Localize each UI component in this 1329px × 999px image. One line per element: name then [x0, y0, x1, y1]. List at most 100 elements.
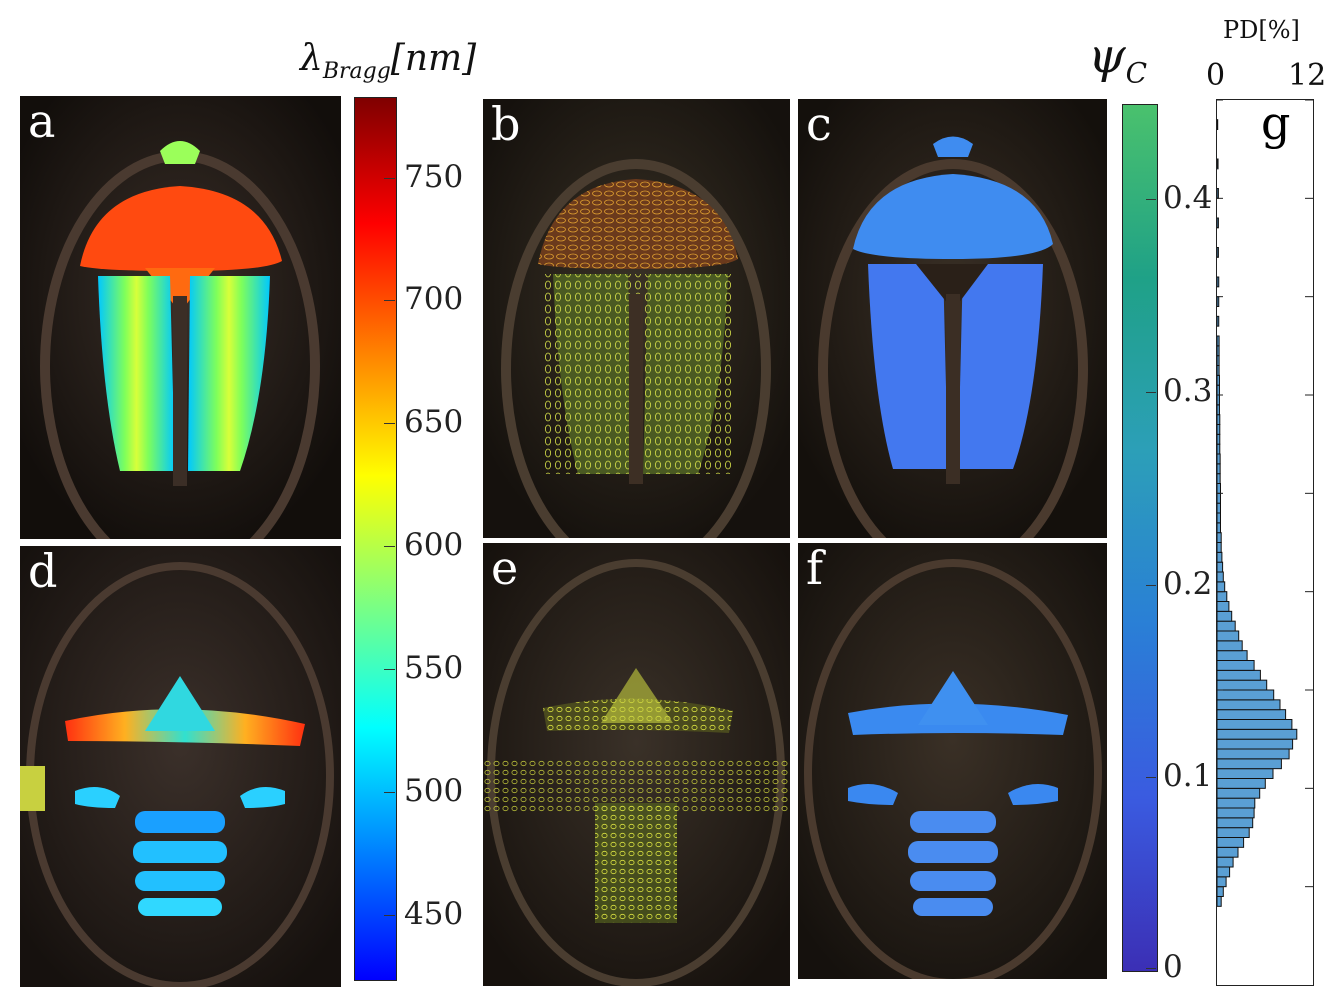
histogram-bar [1216, 886, 1224, 898]
histogram-bar [1216, 620, 1236, 632]
beetle-ventral-psi-map [798, 543, 1107, 979]
psi-tick-mark [1146, 585, 1156, 586]
histogram-bar [1216, 561, 1224, 573]
panel-label-f: f [806, 543, 824, 595]
histogram-bar [1216, 158, 1219, 170]
histogram-bar [1216, 512, 1221, 524]
histogram-bar [1216, 296, 1220, 308]
histogram-bar [1216, 315, 1220, 327]
bragg-colorbar-title: λBragg[nm] [300, 38, 476, 84]
psi-tick-label: 0.1 [1163, 758, 1213, 794]
histogram-bar [1216, 866, 1231, 878]
histogram-bar [1216, 856, 1234, 868]
bragg-tick-label: 550 [404, 650, 464, 686]
bragg-tick-label: 700 [404, 281, 464, 317]
histogram-bar [1216, 384, 1220, 396]
histogram-bar [1216, 699, 1281, 711]
histogram-xtick-12: 12 [1288, 58, 1327, 93]
bragg-tick-mark [384, 915, 395, 916]
histogram-plot [1216, 99, 1313, 907]
histogram-bar [1216, 728, 1298, 740]
psi-tick-mark [1146, 392, 1156, 393]
bragg-tick-mark [384, 423, 395, 424]
panel-b: b [483, 99, 790, 538]
histogram-bar [1216, 846, 1239, 858]
psi-colorbar [1122, 104, 1158, 972]
histogram-bar [1216, 276, 1220, 288]
beetle-ventral-bragg-map [20, 546, 341, 987]
beetle-dorsal-bragg-map [20, 96, 341, 539]
panel-label-a: a [28, 96, 56, 148]
histogram-bar [1216, 394, 1220, 406]
panel-label-c: c [806, 99, 832, 151]
histogram-panel: g [1216, 99, 1314, 986]
psi-colorbar-title: ψC [1088, 28, 1147, 90]
histogram-bar [1216, 778, 1266, 789]
panel-e: e [483, 543, 790, 986]
bragg-tick-mark [384, 300, 395, 301]
histogram-bar [1216, 768, 1274, 780]
bragg-tick-mark [384, 178, 395, 179]
histogram-bar [1216, 217, 1219, 229]
histogram-bar [1216, 335, 1220, 347]
bragg-title-subscript: Bragg [322, 59, 391, 85]
panel-label-g: g [1261, 96, 1291, 150]
histogram-xlabel: PD[%] [1223, 16, 1300, 44]
histogram-bar [1216, 807, 1255, 819]
histogram-bar [1216, 581, 1226, 593]
panel-d: d [20, 546, 341, 987]
histogram-bar [1216, 817, 1254, 829]
beetle-ventral-ellipse-map [483, 543, 790, 986]
histogram-bar [1216, 689, 1275, 701]
histogram-bar [1216, 650, 1248, 662]
bragg-tick-label: 650 [404, 404, 464, 440]
histogram-bar [1216, 876, 1227, 888]
histogram-bar [1216, 483, 1221, 494]
panel-label-e: e [491, 543, 519, 595]
histogram-bar [1216, 119, 1219, 130]
psi-tick-mark [1146, 968, 1156, 969]
bragg-tick-label: 450 [404, 896, 464, 932]
psi-title-symbol: ψ [1088, 28, 1126, 84]
histogram-bar [1216, 630, 1240, 642]
histogram-bar [1216, 522, 1221, 534]
histogram-bar [1216, 660, 1255, 671]
histogram-bar [1216, 374, 1220, 386]
histogram-bar [1216, 709, 1287, 721]
histogram-bar [1216, 463, 1221, 475]
histogram-bar [1216, 443, 1221, 455]
psi-tick-mark [1146, 777, 1156, 778]
histogram-bar [1216, 355, 1220, 367]
bragg-tick-mark [384, 792, 395, 793]
histogram-bar [1216, 424, 1221, 435]
histogram-bar [1216, 738, 1294, 750]
histogram-bar [1216, 453, 1221, 465]
histogram-bar [1216, 669, 1261, 681]
bragg-colorbar [354, 97, 397, 981]
histogram-bar [1216, 433, 1221, 445]
histogram-bar [1216, 551, 1223, 563]
psi-tick-label: 0.3 [1163, 373, 1213, 409]
histogram-bar [1216, 188, 1219, 199]
histogram-bar [1216, 610, 1233, 622]
bragg-title-symbol: λ [300, 38, 323, 79]
histogram-bar [1216, 758, 1282, 770]
histogram-bar [1216, 571, 1224, 583]
histogram-bar [1216, 404, 1220, 416]
bragg-tick-mark [384, 546, 395, 547]
histogram-bar [1216, 492, 1221, 504]
panel-c: c [798, 99, 1107, 538]
bragg-tick-label: 500 [404, 773, 464, 809]
psi-tick-label: 0 [1163, 949, 1183, 985]
histogram-bar [1216, 542, 1222, 553]
histogram-bar [1216, 532, 1222, 543]
histogram-bar [1216, 787, 1261, 799]
histogram-bar [1216, 502, 1221, 514]
histogram-bar [1216, 473, 1221, 484]
histogram-bar [1216, 365, 1220, 376]
psi-title-subscript: C [1125, 56, 1148, 90]
histogram-bar [1216, 896, 1222, 907]
histogram-bar [1216, 247, 1219, 258]
histogram-bar [1216, 719, 1293, 730]
histogram-bar [1216, 601, 1230, 612]
